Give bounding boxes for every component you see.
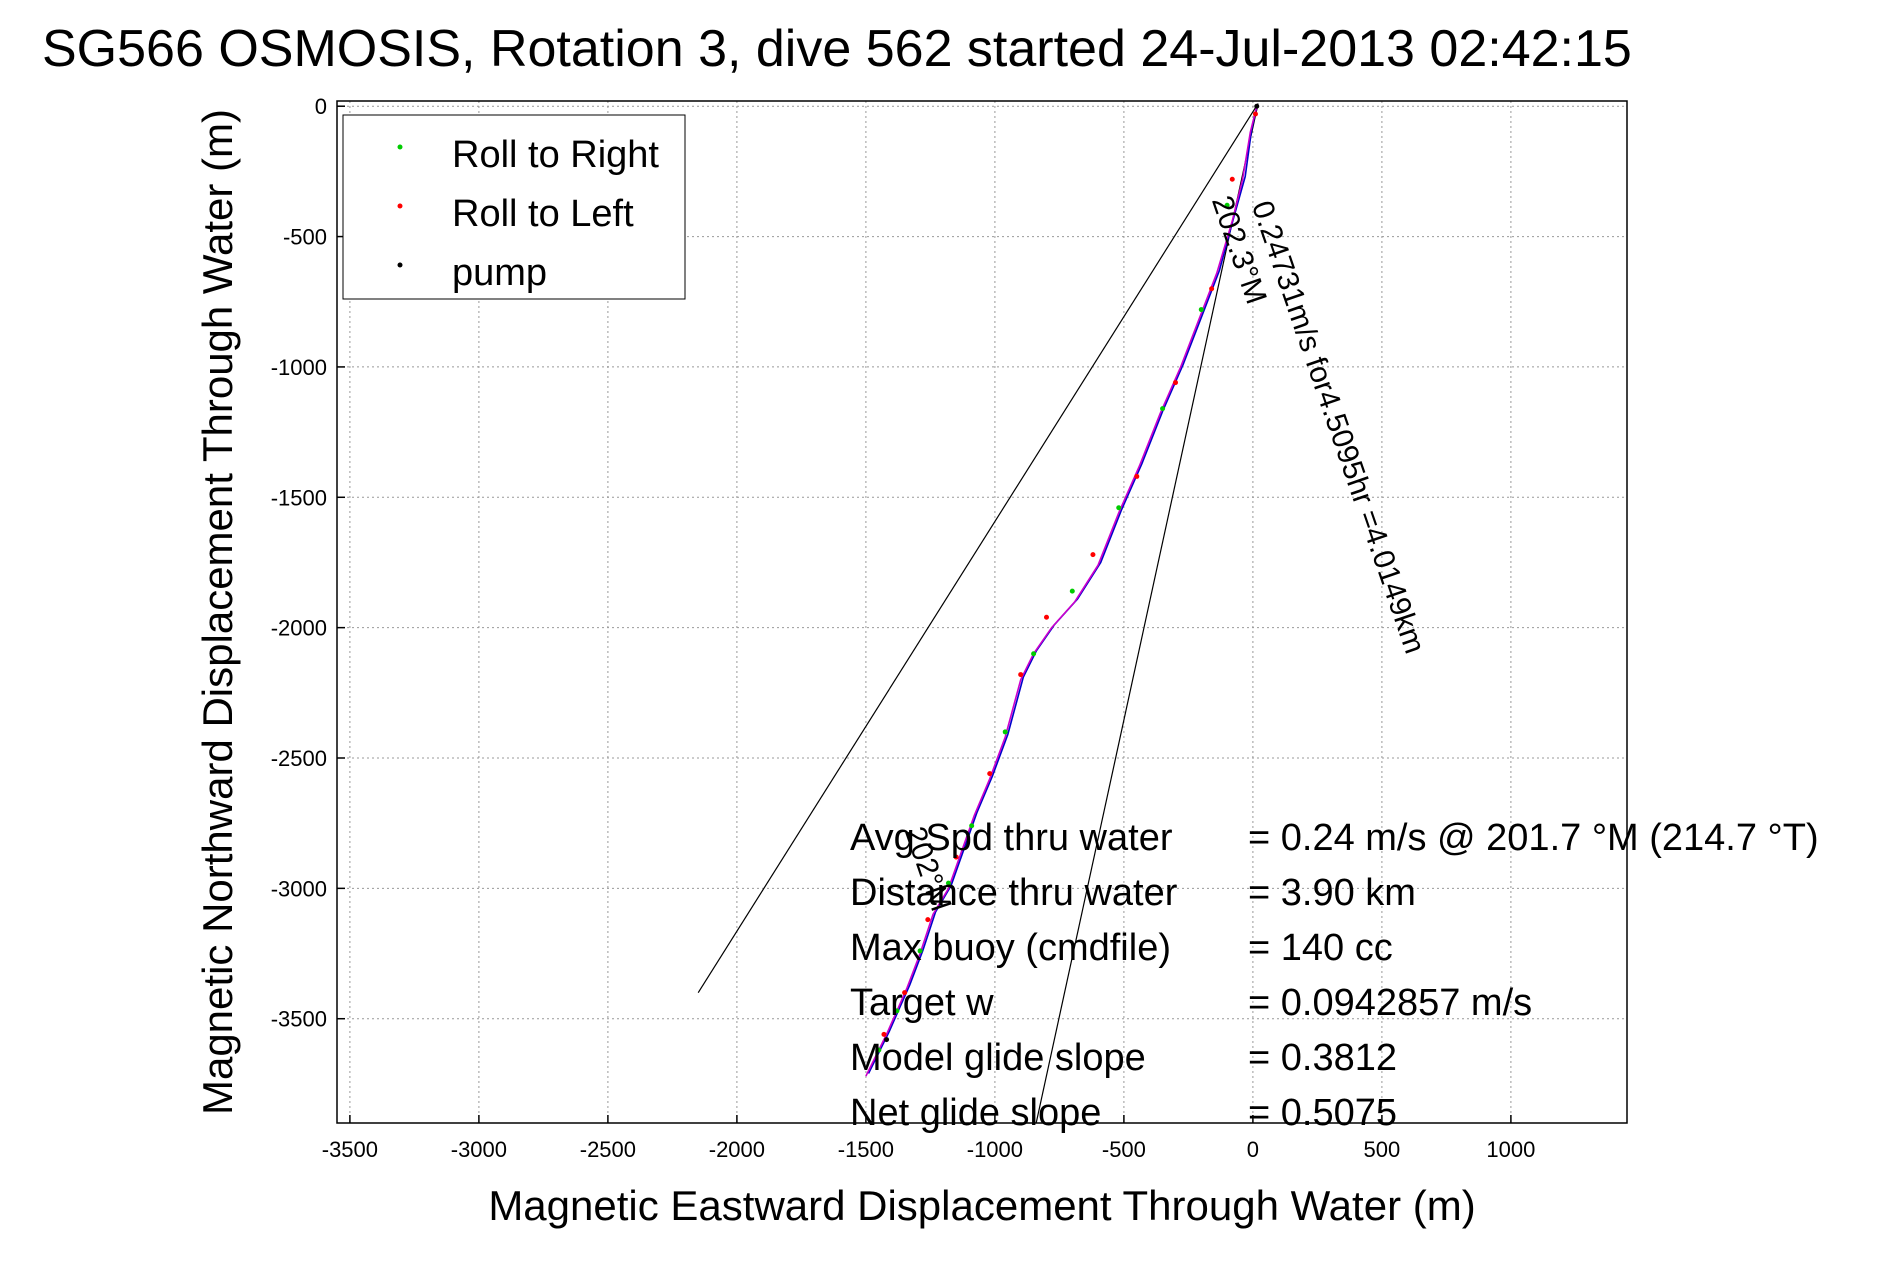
x-tick-label-1: -3000 bbox=[451, 1137, 507, 1162]
stat-value-2: = 140 cc bbox=[1248, 927, 1393, 969]
guide-line-0 bbox=[697, 103, 1259, 993]
y-tick-label-1: -500 bbox=[283, 225, 327, 250]
x-tick-label-7: 0 bbox=[1247, 1137, 1259, 1162]
y-tick-label-5: -2500 bbox=[271, 746, 327, 771]
y-tick-label-3: -1500 bbox=[271, 485, 327, 510]
roll-right-point-9 bbox=[917, 948, 923, 954]
legend-marker-1 bbox=[397, 203, 403, 209]
guide-line-1 bbox=[1035, 103, 1259, 1124]
x-axis-label: Magnetic Eastward Displacement Through W… bbox=[488, 1182, 1475, 1229]
x-tick-label-8: 500 bbox=[1364, 1137, 1401, 1162]
x-tick-label-3: -2000 bbox=[709, 1137, 765, 1162]
roll-left-point-3 bbox=[1173, 380, 1178, 386]
y-axis-ticks: 0 -500 -1000 -1500 -2000 -2500 -3000 -3500 bbox=[271, 94, 345, 1032]
data-points bbox=[876, 103, 1260, 1053]
stat-value-0: = 0.24 m/s @ 201.7 °M (214.7 °T) bbox=[1248, 817, 1819, 859]
y-tick-label-0: 0 bbox=[315, 94, 327, 119]
roll-right-point-11 bbox=[876, 1047, 882, 1053]
x-tick-label-9: 1000 bbox=[1486, 1137, 1535, 1162]
y-axis-label: Magnetic Northward Displacement Through … bbox=[194, 109, 241, 1115]
pump-point-1 bbox=[884, 1037, 890, 1043]
roll-right-point-1 bbox=[1198, 307, 1204, 313]
stat-label-4: Model glide slope bbox=[850, 1037, 1146, 1079]
x-tick-label-6: -500 bbox=[1102, 1137, 1146, 1162]
legend-label-0: Roll to Right bbox=[452, 134, 659, 176]
stat-label-3: Target w bbox=[850, 982, 994, 1024]
roll-left-point-8 bbox=[987, 771, 993, 777]
x-tick-label-0: -3500 bbox=[322, 1137, 378, 1162]
pump-point-0 bbox=[1254, 103, 1260, 109]
track-annotation-0: 0.24731m/s for4.5095hr =4.0149km bbox=[1245, 197, 1431, 658]
roll-right-point-4 bbox=[1069, 588, 1075, 594]
legend-marker-0 bbox=[397, 144, 403, 150]
roll-left-point-9 bbox=[953, 854, 959, 860]
roll-left-point-7 bbox=[1018, 672, 1024, 678]
legend: Roll to Right Roll to Left pump bbox=[342, 114, 686, 300]
y-tick-label-6: -3000 bbox=[271, 876, 327, 901]
roll-right-point-2 bbox=[1160, 406, 1166, 412]
stat-label-1: Distance thru water bbox=[850, 872, 1178, 914]
stat-label-2: Max buoy (cmdfile) bbox=[850, 927, 1171, 969]
legend-marker-2 bbox=[397, 262, 403, 268]
roll-left-point-11 bbox=[902, 990, 908, 996]
y-tick-label-4: -2000 bbox=[271, 616, 327, 641]
y-tick-label-2: -1000 bbox=[271, 355, 327, 380]
roll-left-point-1 bbox=[1229, 176, 1235, 182]
roll-right-point-6 bbox=[1002, 729, 1008, 735]
roll-left-point-0 bbox=[1252, 111, 1258, 117]
roll-right-point-5 bbox=[1031, 651, 1037, 657]
roll-left-point-6 bbox=[1044, 614, 1049, 620]
guide-lines bbox=[697, 103, 1259, 1124]
stat-value-3: = 0.0942857 m/s bbox=[1248, 982, 1532, 1024]
y-tick-label-7: -3500 bbox=[271, 1007, 327, 1032]
stat-value-4: = 0.3812 bbox=[1248, 1037, 1397, 1079]
roll-left-point-2 bbox=[1209, 286, 1215, 292]
stat-label-0: Avg Spd thru water bbox=[850, 817, 1173, 859]
roll-left-point-10 bbox=[925, 917, 931, 923]
roll-right-point-3 bbox=[1116, 505, 1122, 511]
roll-right-point-7 bbox=[969, 823, 975, 829]
x-axis-ticks: -3500 -3000 -2500 -2000 -1500 -1000 -500 0 500 10… bbox=[322, 1115, 1535, 1162]
roll-left-point-12 bbox=[881, 1031, 887, 1037]
legend-label-2: pump bbox=[452, 252, 547, 294]
legend-label-1: Roll to Left bbox=[452, 193, 634, 235]
x-tick-label-5: -1000 bbox=[967, 1137, 1023, 1162]
x-tick-label-4: -1500 bbox=[838, 1137, 894, 1162]
chart-title: SG566 OSMOSIS, Rotation 3, dive 562 star… bbox=[42, 20, 1632, 78]
stat-label-5: Net glide slope bbox=[850, 1092, 1101, 1134]
stat-value-1: = 3.90 km bbox=[1248, 872, 1416, 914]
roll-right-point-10 bbox=[894, 1008, 900, 1014]
stat-value-5: = 0.5075 bbox=[1248, 1092, 1397, 1134]
roll-right-point-0 bbox=[1224, 202, 1230, 208]
plot-area-frame bbox=[336, 100, 1628, 1124]
x-tick-label-2: -2500 bbox=[580, 1137, 636, 1162]
roll-left-point-4 bbox=[1134, 473, 1140, 479]
roll-right-point-8 bbox=[945, 880, 951, 886]
dive-statistics: Avg Spd thru water = 0.24 m/s @ 201.7 °M … bbox=[850, 817, 1819, 1134]
roll-left-point-5 bbox=[1090, 552, 1096, 558]
